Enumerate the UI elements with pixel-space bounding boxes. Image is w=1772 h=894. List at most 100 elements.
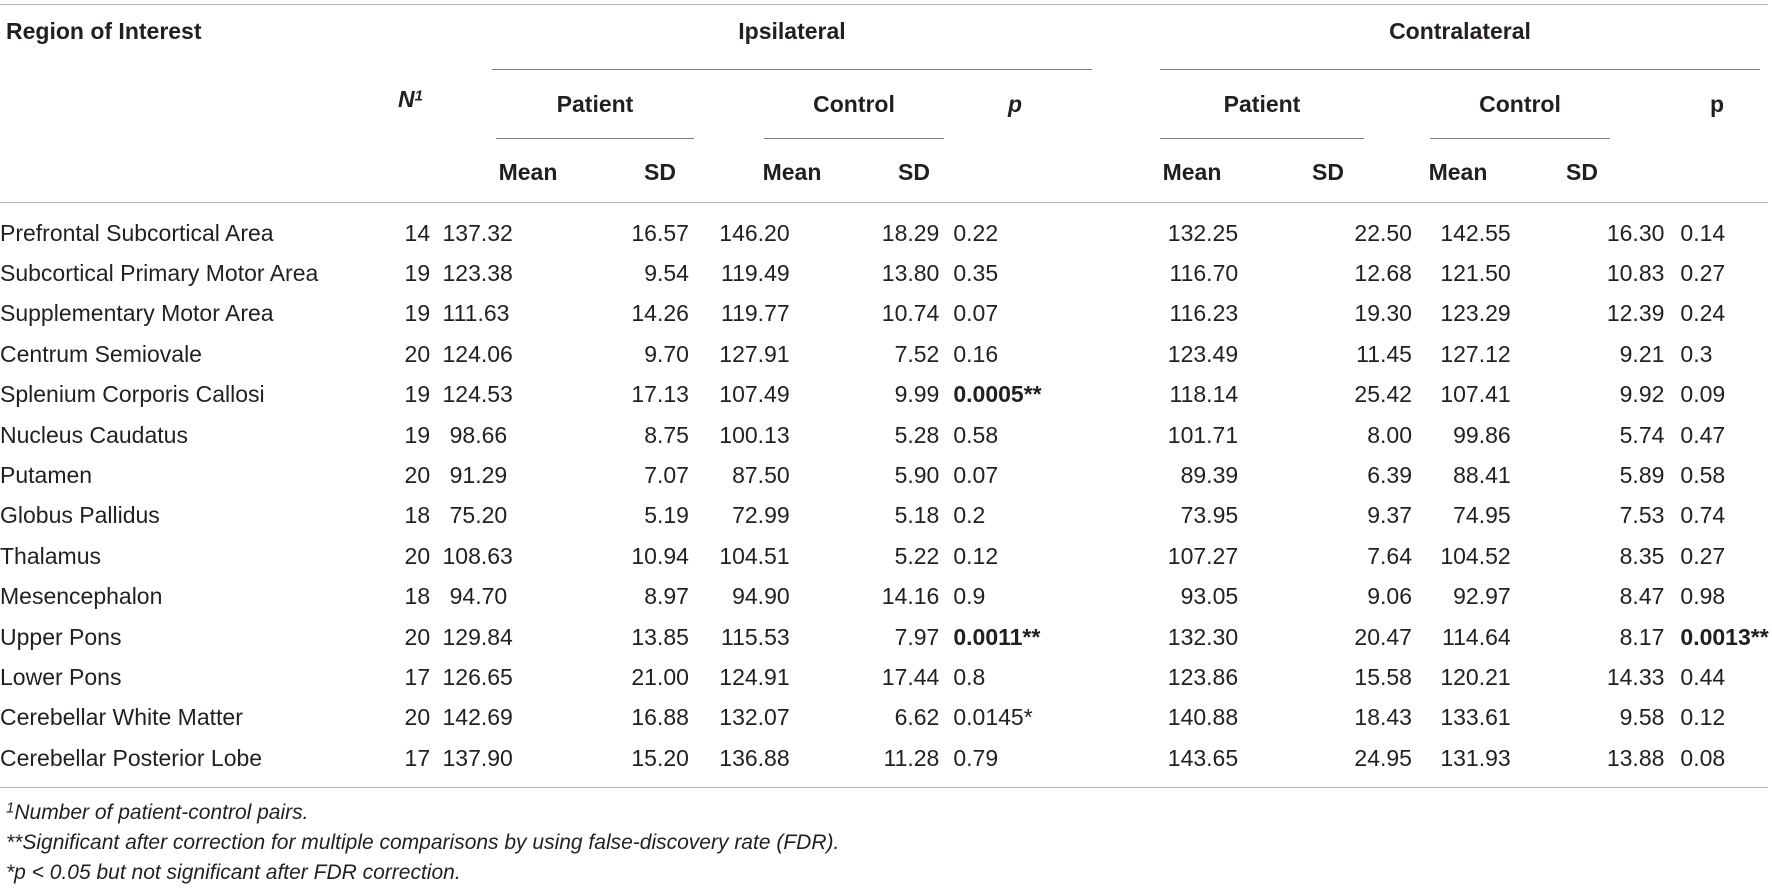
ipsi-p-cell: 0.16 [953, 340, 999, 367]
ipsi-patient-sd-cell: 10.94 [631, 542, 689, 569]
ipsi-control-mean-cell: 107.49 [719, 381, 790, 408]
n-cell: 18 [404, 502, 431, 529]
ipsi-p-cell: 0.9 [953, 583, 986, 610]
n-cell: 20 [404, 542, 431, 569]
region-cell: Lower Pons [0, 663, 122, 690]
ipsi-patient-mean-cell: 108.63 [442, 542, 513, 569]
n-column-header: N1 [398, 86, 423, 112]
ipsi-p-cell: 0.22 [953, 219, 999, 246]
contra-control-sd-cell: 8.47 [1619, 583, 1665, 610]
ipsi-control-sd-cell: 5.18 [894, 502, 940, 529]
ipsi-patient-sd-cell: 16.88 [631, 704, 689, 731]
table-row: Upper Pons 20 129.84 13.85 115.53 7.97 0.0011*… [0, 617, 1769, 657]
ipsi-patient-header: Patient [556, 91, 634, 117]
contra-control-mean-header: Mean [1428, 159, 1488, 185]
contra-p-cell: 0.3 [1680, 340, 1713, 367]
ipsi-control-mean-cell: 94.90 [732, 583, 790, 610]
ipsi-control-sd-cell: 5.90 [894, 462, 940, 489]
footnote-fdr-significant: **Significant after correction for multi… [6, 831, 840, 854]
contra-p-cell: 0.74 [1680, 502, 1726, 529]
contra-patient-mean-cell: 101.71 [1167, 421, 1239, 448]
region-cell: Cerebellar Posterior Lobe [0, 744, 263, 771]
contra-p-cell: 0.09 [1680, 381, 1726, 408]
table-row: Cerebellar Posterior Lobe 17 137.90 15.20 13… [0, 738, 1768, 778]
ipsi-patient-mean-cell: 123.38 [442, 260, 513, 287]
contra-patient-mean-cell: 118.14 [1169, 381, 1239, 408]
contra-patient-mean-cell: 140.88 [1167, 704, 1239, 731]
data-table: Prefrontal Subcortical Area 14 137.32 16.57… [0, 213, 1769, 778]
contra-p-cell: 0.27 [1680, 542, 1726, 569]
contra-patient-sd-cell: 24.95 [1354, 744, 1412, 771]
region-cell: Supplementary Motor Area [0, 300, 274, 327]
contra-patient-rule [1160, 138, 1364, 139]
contra-p-cell: 0.08 [1680, 744, 1726, 771]
contra-patient-header: Patient [1223, 91, 1301, 117]
ipsi-control-mean-cell: 87.50 [732, 462, 790, 489]
ipsi-control-header: Control [813, 91, 895, 117]
ipsi-control-mean-cell: 124.91 [719, 663, 790, 690]
ipsi-control-sd-cell: 18.29 [881, 219, 940, 246]
region-cell: Putamen [0, 462, 93, 489]
n-cell: 19 [404, 260, 431, 287]
contra-p-cell: 0.27 [1680, 260, 1726, 287]
n-cell: 20 [404, 704, 431, 731]
table-row: Lower Pons 17 126.65 21.00 124.91 17.44 0.8 123… [0, 657, 1768, 697]
contralateral-rule [1160, 69, 1760, 70]
region-cell: Subcortical Primary Motor Area [0, 260, 319, 287]
contra-p-cell: 0.44 [1680, 663, 1726, 690]
ipsi-p-cell: 0.07 [953, 300, 999, 327]
contra-patient-mean-cell: 132.25 [1167, 219, 1239, 246]
contra-control-sd-cell: 8.17 [1619, 623, 1665, 650]
contra-control-sd-cell: 7.53 [1619, 502, 1665, 529]
ipsi-patient-mean-cell: 137.32 [442, 219, 513, 246]
ipsi-control-mean-cell: 132.07 [719, 704, 790, 731]
ipsi-control-mean-cell: 115.53 [721, 623, 790, 650]
contra-control-sd-cell: 13.88 [1606, 744, 1665, 771]
roi-column-header: Region of Interest [6, 18, 202, 44]
contra-p-cell: 0.58 [1680, 462, 1726, 489]
ipsi-control-sd-cell: 7.97 [894, 623, 940, 650]
table-row: Thalamus 20 108.63 10.94 104.51 5.22 0.12 107.2… [0, 536, 1768, 576]
contra-control-sd-cell: 9.92 [1619, 381, 1665, 408]
n-cell: 20 [404, 462, 431, 489]
ipsi-control-mean-cell: 72.99 [732, 502, 790, 529]
contra-control-sd-cell: 9.21 [1619, 340, 1665, 367]
contra-control-header: Control [1479, 91, 1561, 117]
contra-control-sd-cell: 10.83 [1606, 260, 1665, 287]
contra-control-mean-cell: 123.29 [1440, 300, 1511, 327]
n-cell: 20 [404, 340, 431, 367]
ipsi-patient-sd-cell: 9.70 [644, 340, 689, 367]
ipsi-patient-sd-cell: 13.85 [631, 623, 689, 650]
contra-patient-mean-cell: 132.30 [1167, 623, 1239, 650]
table-row: Subcortical Primary Motor Area 19 123.38 9.… [0, 253, 1768, 293]
table-row: Nucleus Caudatus 19 98.66 8.75 100.13 5.28 0.5… [0, 415, 1768, 455]
n-cell: 18 [404, 583, 431, 610]
ipsi-patient-mean-cell: 111.63 [442, 300, 510, 327]
ipsi-p-cell: 0.35 [953, 260, 999, 287]
contra-patient-mean-cell: 123.49 [1167, 340, 1239, 367]
ipsi-control-sd-cell: 10.74 [881, 300, 940, 327]
header-bottom-rule [0, 202, 1768, 203]
contra-patient-mean-cell: 123.86 [1167, 663, 1239, 690]
table-row: Supplementary Motor Area 19 111.63 14.26 119… [0, 294, 1768, 334]
contra-control-sd-cell: 8.35 [1619, 542, 1665, 569]
contra-patient-mean-cell: 143.65 [1167, 744, 1239, 771]
contra-control-mean-cell: 114.64 [1442, 623, 1511, 650]
n-cell: 17 [404, 663, 431, 690]
table-row: Prefrontal Subcortical Area 14 137.32 16.57… [0, 213, 1768, 253]
ipsi-patient-mean-cell: 91.29 [449, 462, 508, 489]
contra-control-mean-cell: 74.95 [1453, 502, 1511, 529]
ipsi-patient-sd-header: SD [644, 159, 676, 185]
table-row: Putamen 20 91.29 7.07 87.50 5.90 0.07 89.39 6.39… [0, 455, 1768, 495]
ipsi-p-cell: 0.07 [953, 462, 999, 489]
ipsi-patient-sd-cell: 14.26 [631, 300, 689, 327]
contra-control-mean-cell: 131.93 [1440, 744, 1511, 771]
contra-patient-mean-cell: 89.39 [1180, 462, 1239, 489]
ipsi-control-rule [764, 138, 944, 139]
region-cell: Thalamus [0, 542, 101, 569]
ipsi-patient-sd-cell: 16.57 [631, 219, 689, 246]
region-cell: Centrum Semiovale [0, 340, 202, 367]
contra-control-sd-cell: 5.74 [1619, 421, 1665, 448]
ipsi-p-cell: 0.79 [953, 744, 999, 771]
